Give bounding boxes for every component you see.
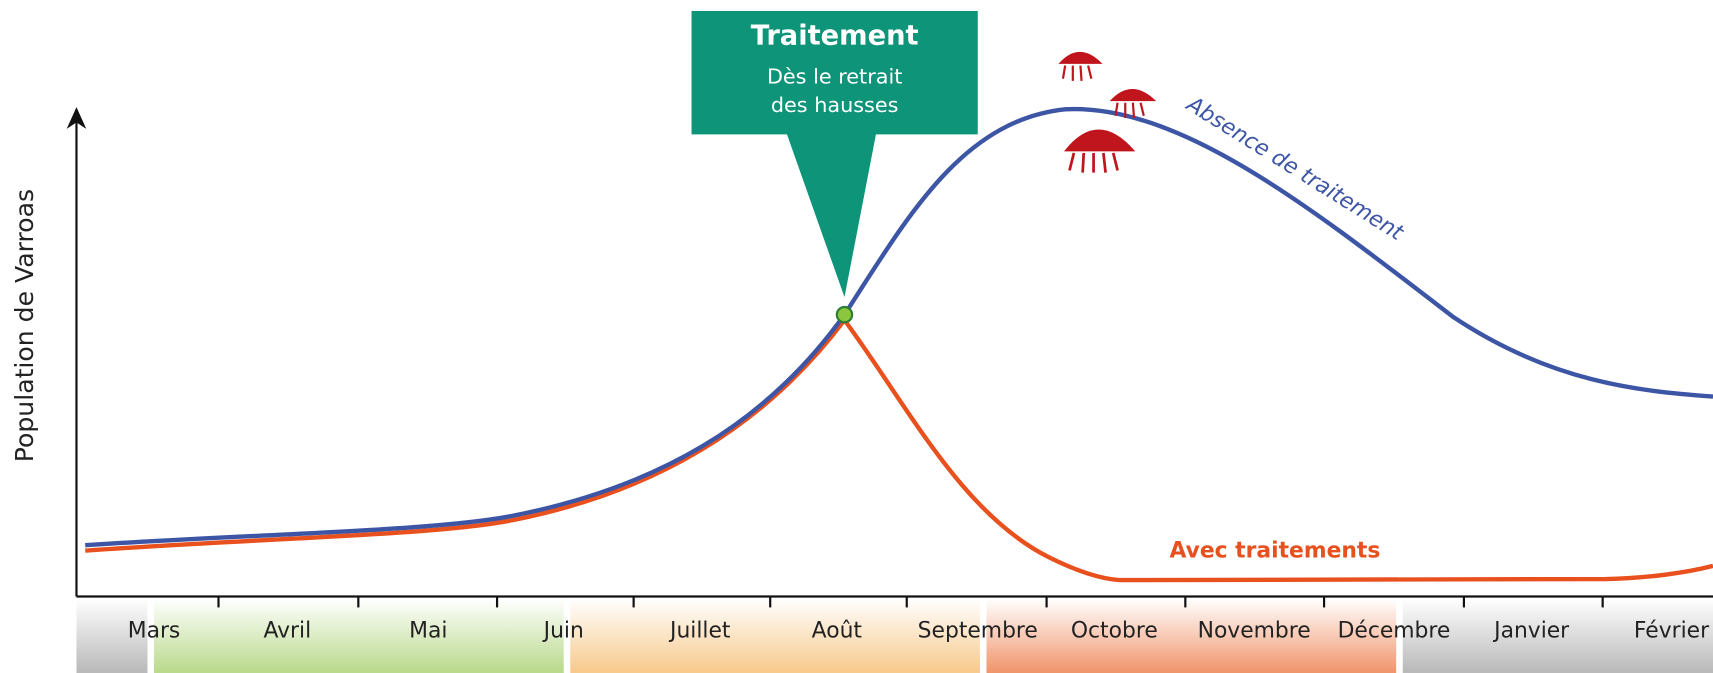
callout-pointer <box>787 133 877 297</box>
month-label: Avril <box>263 618 311 643</box>
month-label: Novembre <box>1198 618 1311 643</box>
untreated-curve <box>85 109 1713 545</box>
month-label: Septembre <box>918 618 1038 643</box>
y-axis-label: Population de Varroas <box>10 189 39 462</box>
callout: Traitement Dès le retrait des hausses <box>692 11 978 297</box>
varroa <box>1060 52 1102 80</box>
month-label: Mai <box>409 618 447 643</box>
varroa <box>1065 130 1134 173</box>
treated-label: Avec traitements <box>1169 539 1380 564</box>
treated-curve <box>85 320 1713 580</box>
month-label: Octobre <box>1071 618 1158 643</box>
diagram: Population de Varroas Mars Avril Mai Juin Ju… <box>0 0 1713 673</box>
treatment-point <box>837 307 852 322</box>
band <box>154 599 564 673</box>
month-label: Janvier <box>1492 618 1569 643</box>
month-label: Juin <box>542 618 584 643</box>
band <box>987 599 1397 673</box>
season-bands <box>76 599 1713 673</box>
month-label: Mars <box>128 618 181 643</box>
callout-line: Dès le retrait <box>767 65 902 89</box>
month-label: Juillet <box>668 618 731 643</box>
month-label: Février <box>1634 618 1709 643</box>
callout-line: des hausses <box>771 93 899 117</box>
month-label: Août <box>812 618 863 643</box>
month-label: Décembre <box>1338 618 1451 643</box>
callout-title: Traitement <box>751 21 919 52</box>
untreated-label: Absence de traitement <box>1180 91 1408 247</box>
